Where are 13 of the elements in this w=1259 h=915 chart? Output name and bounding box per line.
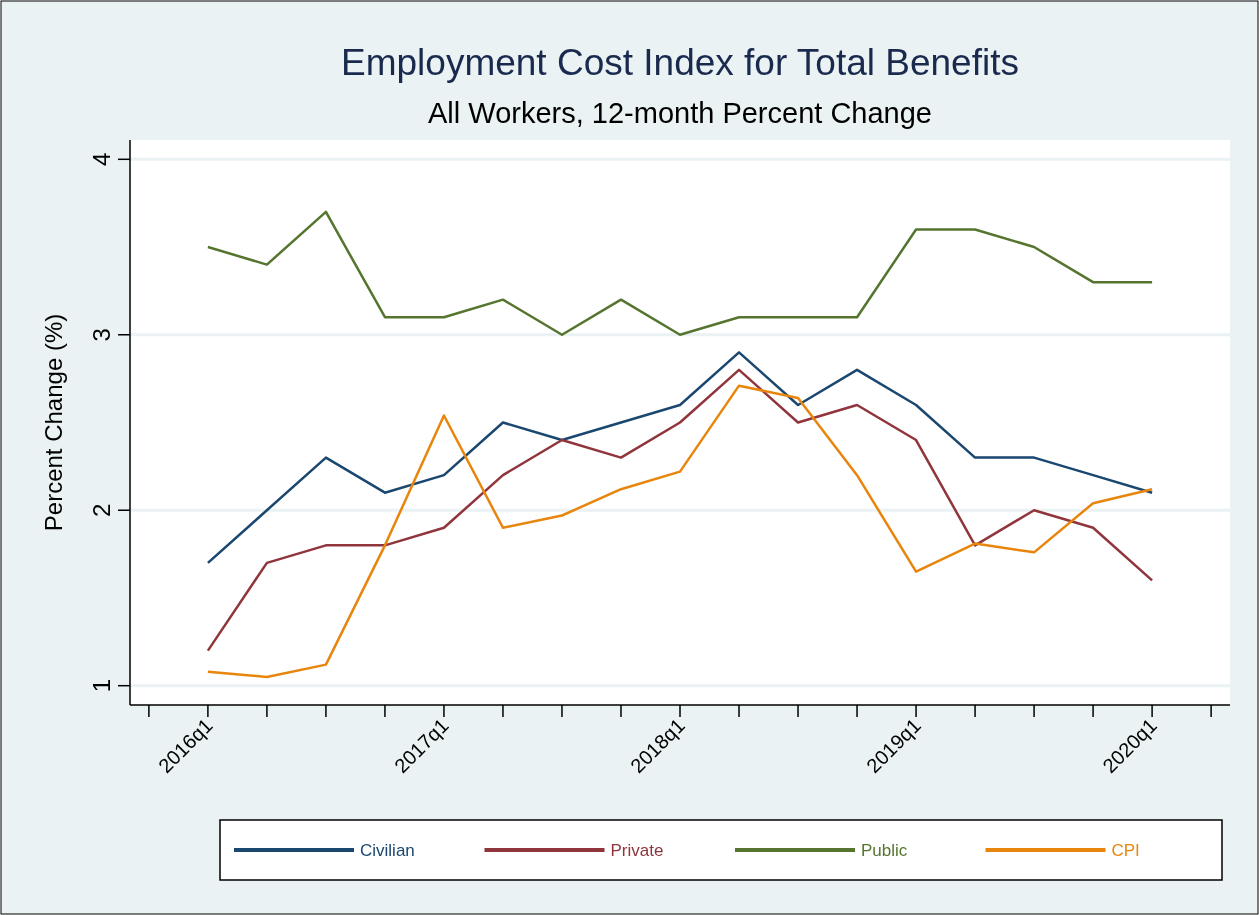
y-tick-label: 1 xyxy=(88,679,115,693)
line-series xyxy=(206,210,1154,337)
text: Civilian xyxy=(360,840,415,860)
y-tick-label: 3 xyxy=(88,328,115,342)
text: Private xyxy=(610,840,664,860)
y-tick-label: 4 xyxy=(88,152,115,166)
y-tick-label: 2 xyxy=(88,503,115,517)
line-series xyxy=(206,351,1154,565)
y-axis-title: Percent Change (%) xyxy=(40,313,67,532)
text: Public xyxy=(861,840,908,860)
chart-title: Employment Cost Index for Total Benefits xyxy=(341,42,1019,83)
chart-subtitle: All Workers, 12-month Percent Change xyxy=(428,97,932,129)
text: CPI xyxy=(1111,840,1140,860)
